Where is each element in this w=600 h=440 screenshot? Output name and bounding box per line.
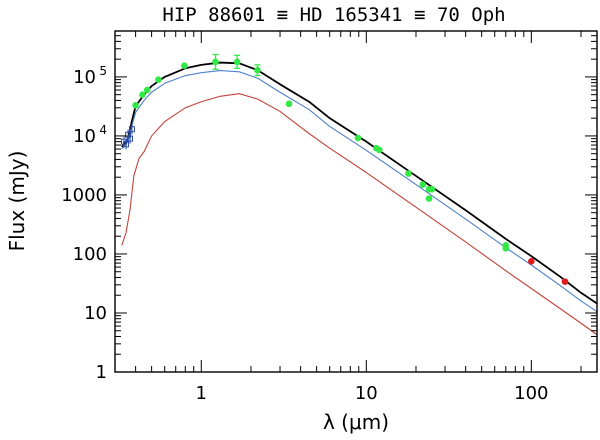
x-tick-label-10: 10 <box>355 383 378 404</box>
red-point-0 <box>528 258 535 265</box>
green-point-13 <box>419 181 427 188</box>
green-point-1 <box>139 91 146 98</box>
green-point-12 <box>405 170 412 177</box>
blue-point-3 <box>127 135 134 142</box>
y-tick-exponent-100000: 5 <box>99 64 107 78</box>
green-point-2 <box>143 86 151 94</box>
green-point-16 <box>425 195 433 202</box>
y-tick-label-100: 100 <box>73 244 107 265</box>
blue-point-2 <box>125 131 132 138</box>
green-point-0 <box>132 102 139 109</box>
blue-point-4 <box>128 126 135 133</box>
sed-curve-0 <box>121 61 598 305</box>
green-point-3 <box>155 76 162 83</box>
y-tick-label-1000: 1000 <box>61 185 107 206</box>
green-point-18 <box>502 244 510 252</box>
y-tick-label-1: 1 <box>96 362 107 383</box>
y-tick-label-10: 10 <box>84 303 107 324</box>
green-point-11 <box>376 146 383 154</box>
chart-title: HIP 88601 ≡ HD 165341 ≡ 70 Oph <box>162 4 505 26</box>
green-point-4 <box>181 62 188 69</box>
y-tick-exponent-10000: 4 <box>99 123 107 137</box>
blue-point-1 <box>123 141 130 148</box>
plot-frame <box>114 30 598 373</box>
x-tick-label-1: 1 <box>196 383 207 404</box>
red-point-1 <box>561 278 569 285</box>
y-tick-label-100000: 10 <box>73 67 96 88</box>
plot-layer <box>120 53 598 336</box>
sed-curve-1 <box>121 70 598 313</box>
green-point-8 <box>285 100 293 108</box>
green-point-15 <box>428 185 436 193</box>
x-tick-label-100: 100 <box>514 383 548 404</box>
y-axis-label: Flux (mJy) <box>5 151 29 252</box>
green-point-6 <box>233 58 241 66</box>
sed-curve-2 <box>121 93 598 336</box>
y-tick-label-10000: 10 <box>73 126 96 147</box>
green-point-5 <box>212 58 219 66</box>
green-point-9 <box>354 134 362 142</box>
green-point-7 <box>254 66 261 74</box>
x-axis-label: λ (μm) <box>323 410 389 434</box>
